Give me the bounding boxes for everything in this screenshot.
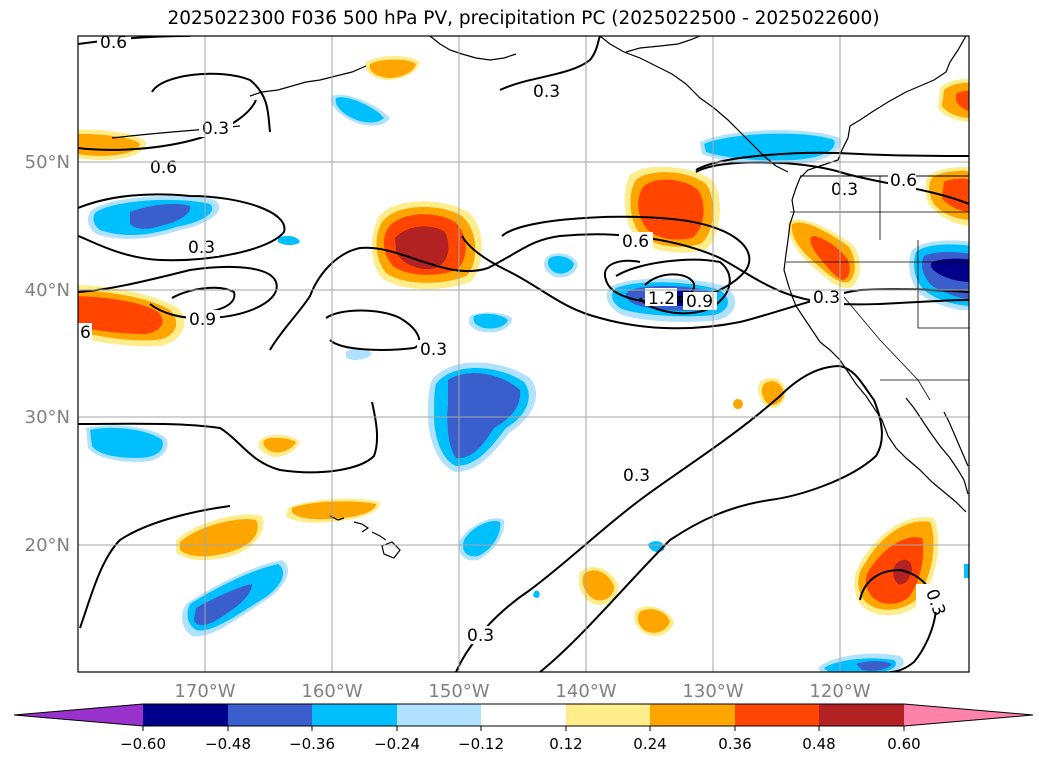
gridlines bbox=[78, 36, 969, 672]
colorbar-tick-label: 0.48 bbox=[802, 735, 835, 753]
lon-label: 170°W bbox=[174, 681, 235, 702]
contour-label: 1.2 bbox=[648, 289, 675, 309]
lon-label: 160°W bbox=[301, 681, 362, 702]
colorbar-segment bbox=[481, 704, 566, 726]
colorbar-extend-high bbox=[904, 704, 1033, 726]
lat-label: 40°N bbox=[25, 280, 70, 301]
contour-label: 0.6 bbox=[100, 33, 127, 53]
colorbar-segment bbox=[819, 704, 904, 726]
colorbar-tick-label: −0.24 bbox=[374, 735, 420, 753]
contour-label: 0.3 bbox=[467, 626, 494, 646]
colorbar-segment bbox=[650, 704, 735, 726]
contour-label: 0.3 bbox=[813, 288, 840, 308]
coastlines bbox=[111, 36, 969, 559]
colorbar-tick-label: −0.60 bbox=[120, 735, 166, 753]
colorbar-segment bbox=[566, 704, 650, 726]
colorbar-segment bbox=[735, 704, 819, 726]
contour-label: 0.3 bbox=[202, 119, 229, 139]
colorbar-tick-label: 0.24 bbox=[633, 735, 666, 753]
latitude-labels: 50°N 40°N 30°N 20°N bbox=[25, 152, 70, 556]
colorbar-tick-label: −0.12 bbox=[458, 735, 504, 753]
colorbar-segment bbox=[312, 704, 397, 726]
longitude-labels: 170°W 160°W 150°W 140°W 130°W 120°W bbox=[174, 681, 870, 702]
colorbar-segment bbox=[397, 704, 481, 726]
colorbar-tick-label: 0.12 bbox=[549, 735, 582, 753]
contour-label: 0.3 bbox=[831, 180, 858, 200]
contour-label: 6 bbox=[80, 323, 91, 343]
contour-label: 0.3 bbox=[533, 82, 560, 102]
lon-label: 140°W bbox=[555, 681, 616, 702]
colorbar-segment bbox=[228, 704, 312, 726]
contour-label: 0.9 bbox=[686, 292, 713, 312]
contour-label: 0.6 bbox=[890, 171, 917, 191]
lat-label: 20°N bbox=[25, 535, 70, 556]
contour-label: 0.3 bbox=[623, 466, 650, 486]
colorbar: −0.60 −0.48 −0.36 −0.24 −0.12 0.12 0.24 … bbox=[13, 703, 1034, 753]
colorbar-tick-label: −0.48 bbox=[205, 735, 251, 753]
colorbar-segment bbox=[143, 704, 228, 726]
colorbar-tick-label: 0.60 bbox=[887, 735, 920, 753]
contour-label: 0.6 bbox=[622, 232, 649, 252]
lon-label: 120°W bbox=[809, 681, 870, 702]
contour-label: 0.6 bbox=[150, 158, 177, 178]
lat-label: 50°N bbox=[25, 152, 70, 173]
contour-label: 0.3 bbox=[420, 340, 447, 360]
lat-label: 30°N bbox=[25, 407, 70, 428]
colorbar-tick-label: 0.36 bbox=[718, 735, 751, 753]
lon-label: 150°W bbox=[428, 681, 489, 702]
contour-label: 0.9 bbox=[189, 310, 216, 330]
map-title: 2025022300 F036 500 hPa PV, precipitatio… bbox=[167, 8, 880, 29]
colorbar-extend-low bbox=[14, 704, 143, 726]
map-border bbox=[77, 35, 970, 673]
lon-label: 130°W bbox=[682, 681, 743, 702]
contour-label: 0.3 bbox=[188, 238, 215, 258]
colorbar-tick-label: −0.36 bbox=[289, 735, 335, 753]
